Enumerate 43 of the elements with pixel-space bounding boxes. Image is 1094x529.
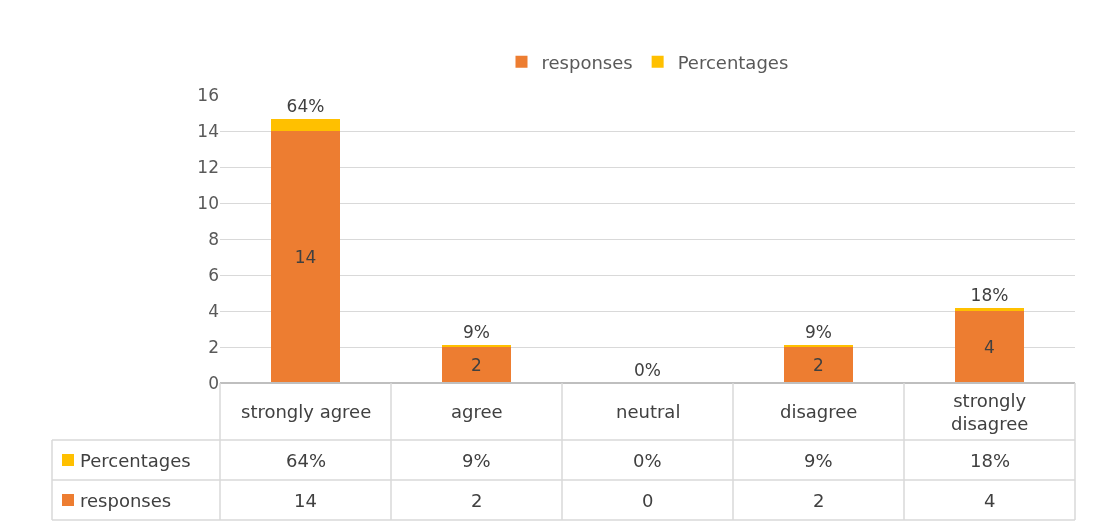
y-tick-label: 4: [208, 300, 219, 321]
text: 0%: [634, 360, 661, 380]
y-tick-label: 2: [208, 336, 219, 357]
bar: [784, 347, 853, 383]
bar: [271, 131, 340, 383]
y-tick-label: 0: [208, 372, 219, 393]
data-label: 14: [294, 490, 317, 511]
data-label: 0: [642, 490, 654, 511]
text: 9%: [463, 322, 490, 342]
text: 9%: [805, 322, 832, 342]
text: responses: [80, 490, 172, 511]
bar: [955, 307, 1024, 311]
legend-label: Percentages: [677, 51, 789, 73]
data-label: 0%: [633, 450, 662, 471]
legend-label: responses: [541, 51, 633, 73]
data-label: 64%: [286, 450, 327, 471]
bar: [271, 119, 340, 131]
data-label: 9%: [804, 450, 833, 471]
bar: [955, 311, 1024, 383]
text: 18%: [970, 284, 1009, 305]
data-label: 2: [471, 490, 483, 511]
y-tick-label: 6: [208, 264, 219, 285]
text: 4: [984, 337, 995, 357]
x-tick-label: strongly disagree: [951, 390, 1029, 435]
y-tick-label: 8: [208, 228, 219, 249]
text: 14: [294, 247, 317, 267]
x-tick-label: strongly agree: [241, 401, 372, 422]
data-label: 18%: [970, 450, 1011, 471]
text: 2: [813, 355, 824, 375]
text: 2: [471, 355, 482, 375]
text: Percentages: [80, 450, 191, 471]
text: 64%: [286, 96, 325, 117]
x-tick-label: neutral: [616, 401, 681, 422]
x-tick-label: disagree: [780, 401, 858, 422]
y-tick-label: 16: [197, 84, 219, 105]
data-label: 2: [813, 490, 825, 511]
data-label: 9%: [462, 450, 491, 471]
y-tick-label: 10: [197, 192, 219, 213]
x-tick-label: agree: [451, 401, 503, 422]
data-label: 4: [984, 490, 996, 511]
bar: [442, 347, 511, 383]
y-tick-label: 14: [197, 120, 219, 141]
y-tick-label: 12: [197, 156, 219, 177]
